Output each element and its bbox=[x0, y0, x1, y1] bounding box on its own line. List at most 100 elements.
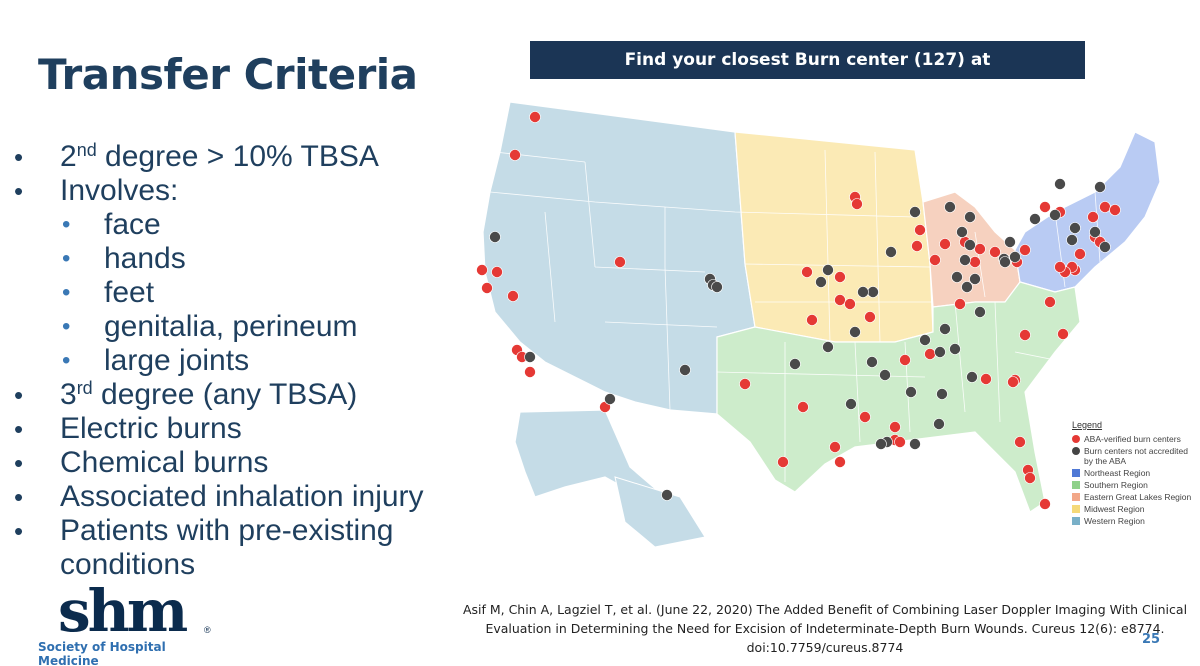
legend-swatch-icon bbox=[1072, 493, 1080, 501]
aba-burn-center-marker bbox=[911, 240, 923, 252]
legend-label: Southern Region bbox=[1084, 480, 1148, 490]
non-aba-burn-center-marker bbox=[1004, 236, 1016, 248]
aba-burn-center-marker bbox=[614, 256, 626, 268]
citation-line-2: Evaluation in Determining the Need for E… bbox=[485, 621, 1165, 636]
non-aba-burn-center-marker bbox=[1049, 209, 1061, 221]
bullet-text-rest: degree > 10% TBSA bbox=[96, 140, 379, 173]
legend-label: Midwest Region bbox=[1084, 504, 1145, 514]
non-aba-burn-center-marker bbox=[524, 351, 536, 363]
aba-burn-center-marker bbox=[797, 401, 809, 413]
bullet-superscript: nd bbox=[76, 140, 97, 160]
non-aba-burn-center-marker bbox=[909, 438, 921, 450]
aba-burn-center-marker bbox=[1054, 261, 1066, 273]
non-aba-burn-center-marker bbox=[1009, 251, 1021, 263]
sub-bullet-item: • genitalia, perineum bbox=[12, 310, 472, 344]
aba-burn-center-marker bbox=[834, 294, 846, 306]
aba-burn-center-marker bbox=[801, 266, 813, 278]
bullet-text: Chemical burns bbox=[60, 446, 269, 479]
logo-registered: ® bbox=[204, 625, 211, 635]
bullet-text-rest: degree (any TBSA) bbox=[92, 378, 358, 411]
aba-burn-center-marker bbox=[974, 243, 986, 255]
non-aba-burn-center-marker bbox=[849, 326, 861, 338]
legend-item: Western Region bbox=[1072, 516, 1198, 526]
aba-burn-center-marker bbox=[989, 246, 1001, 258]
bullet-text: Involves: bbox=[60, 174, 179, 207]
aba-burn-center-marker bbox=[777, 456, 789, 468]
non-aba-burn-center-marker bbox=[936, 388, 948, 400]
aba-burn-center-marker bbox=[924, 348, 936, 360]
non-aba-burn-center-marker bbox=[905, 386, 917, 398]
bullet-item: • 2nd degree > 10% TBSA bbox=[12, 140, 472, 174]
aba-burn-center-marker bbox=[509, 149, 521, 161]
non-aba-burn-center-marker bbox=[1066, 234, 1078, 246]
non-aba-burn-center-marker bbox=[489, 231, 501, 243]
sub-bullet-item: • hands bbox=[12, 242, 472, 276]
sub-bullet-item: • large joints bbox=[12, 344, 472, 378]
aba-burn-center-marker bbox=[1039, 498, 1051, 510]
aba-burn-center-marker bbox=[1109, 204, 1121, 216]
bullet-dot: • bbox=[62, 279, 71, 306]
aba-burn-center-marker bbox=[529, 111, 541, 123]
ameriburn-link[interactable]: www.ameriburn.org bbox=[712, 88, 903, 108]
bullet-dot: • bbox=[14, 448, 24, 478]
logo-mark: shm bbox=[58, 577, 188, 645]
aba-burn-center-marker bbox=[481, 282, 493, 294]
legend-label: Burn centers not accredited by the ABA bbox=[1084, 446, 1188, 466]
bullet-superscript: rd bbox=[76, 378, 93, 398]
legend-swatch-icon bbox=[1072, 517, 1080, 525]
non-aba-burn-center-marker bbox=[933, 418, 945, 430]
bullet-item: • Associated inhalation injury bbox=[12, 480, 472, 514]
bullet-item: • Chemical burns bbox=[12, 446, 472, 480]
bullet-item: • Electric burns bbox=[12, 412, 472, 446]
slide-title: Transfer Criteria bbox=[38, 50, 418, 99]
legend-item: Eastern Great Lakes Region bbox=[1072, 492, 1198, 502]
non-aba-burn-center-marker bbox=[857, 286, 869, 298]
bullet-dot: • bbox=[14, 516, 24, 546]
aba-burn-center-marker bbox=[980, 373, 992, 385]
legend-dot-icon bbox=[1072, 447, 1080, 455]
non-aba-burn-center-marker bbox=[959, 254, 971, 266]
find-burn-center-banner: Find your closest Burn center (127) at w… bbox=[530, 41, 1085, 108]
banner-text: Find your closest Burn center (127) at bbox=[624, 50, 991, 70]
non-aba-burn-center-marker bbox=[964, 211, 976, 223]
us-burn-center-map bbox=[476, 101, 1161, 548]
aba-burn-center-marker bbox=[1007, 376, 1019, 388]
bullet-text: genitalia, perineum bbox=[104, 310, 358, 343]
legend-item: Burn centers not accredited by the ABA bbox=[1072, 446, 1198, 466]
legend-swatch-icon bbox=[1072, 481, 1080, 489]
non-aba-burn-center-marker bbox=[711, 281, 723, 293]
bullet-dot: • bbox=[62, 245, 71, 272]
legend-dot-icon bbox=[1072, 435, 1080, 443]
aba-burn-center-marker bbox=[864, 311, 876, 323]
non-aba-burn-center-marker bbox=[964, 239, 976, 251]
non-aba-burn-center-marker bbox=[999, 256, 1011, 268]
aba-burn-center-marker bbox=[806, 314, 818, 326]
bullet-text: 3 bbox=[60, 378, 77, 411]
bullet-text: large joints bbox=[104, 344, 250, 377]
non-aba-burn-center-marker bbox=[661, 489, 673, 501]
legend-swatch-icon bbox=[1072, 505, 1080, 513]
non-aba-burn-center-marker bbox=[1089, 226, 1101, 238]
aba-burn-center-marker bbox=[739, 378, 751, 390]
aba-burn-center-marker bbox=[969, 256, 981, 268]
aba-burn-center-marker bbox=[1024, 472, 1036, 484]
bullet-text: Patients with pre-existing conditions bbox=[60, 514, 394, 581]
region-midwest bbox=[734, 131, 934, 343]
aba-burn-center-marker bbox=[834, 456, 846, 468]
aba-burn-center-marker bbox=[1057, 328, 1069, 340]
non-aba-burn-center-marker bbox=[944, 201, 956, 213]
aba-burn-center-marker bbox=[859, 411, 871, 423]
page-number: 25 bbox=[1142, 632, 1161, 647]
non-aba-burn-center-marker bbox=[1029, 213, 1041, 225]
legend-item: Southern Region bbox=[1072, 480, 1198, 490]
aba-burn-center-marker bbox=[829, 441, 841, 453]
non-aba-burn-center-marker bbox=[956, 226, 968, 238]
legend-label: Eastern Great Lakes Region bbox=[1084, 492, 1192, 502]
non-aba-burn-center-marker bbox=[1069, 222, 1081, 234]
bullet-dot: • bbox=[14, 380, 24, 410]
aba-burn-center-marker bbox=[1019, 244, 1031, 256]
aba-burn-center-marker bbox=[491, 266, 503, 278]
legend-title: Legend bbox=[1072, 420, 1103, 430]
aba-burn-center-marker bbox=[844, 298, 856, 310]
non-aba-burn-center-marker bbox=[822, 341, 834, 353]
